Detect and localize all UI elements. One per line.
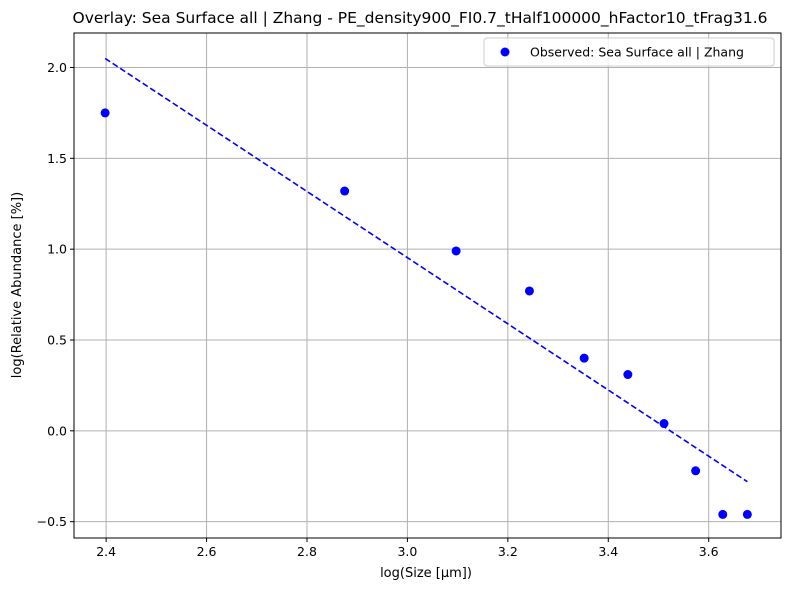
- x-tick-label: 2.4: [96, 544, 116, 559]
- x-tick-label: 3.2: [498, 544, 518, 559]
- observed-point: [100, 108, 110, 118]
- x-tick-label: 3.6: [699, 544, 719, 559]
- x-axis-label: log(Size [μm]): [380, 566, 472, 581]
- chart-title: Overlay: Sea Surface all | Zhang - PE_de…: [73, 9, 768, 28]
- legend-label: Observed: Sea Surface all | Zhang: [530, 45, 744, 60]
- y-tick-label: 0.5: [47, 332, 67, 347]
- legend-box: [483, 37, 775, 67]
- y-axis-label: log(Relative Abundance [%]): [10, 192, 25, 378]
- y-tick-label: −0.5: [37, 514, 67, 529]
- y-tick-label: 0.0: [47, 423, 67, 438]
- observed-point: [623, 370, 633, 380]
- observed-point: [742, 509, 752, 519]
- observed-point: [659, 419, 669, 429]
- observed-point: [691, 466, 701, 476]
- observed-point: [524, 286, 534, 296]
- observed-point: [340, 186, 350, 196]
- y-tick-label: 1.5: [47, 151, 67, 166]
- y-axis-ticks: −0.5 0.0 0.5 1.0 1.5 2.0: [37, 60, 74, 529]
- observed-point: [579, 353, 589, 363]
- x-axis-ticks: 2.4 2.6 2.8 3.0 3.2 3.4 3.6: [96, 538, 719, 559]
- observed-point: [451, 246, 461, 256]
- y-tick-label: 1.0: [47, 242, 67, 257]
- legend: Observed: Sea Surface all | Zhang: [483, 37, 775, 67]
- legend-marker: [500, 47, 510, 57]
- x-tick-label: 2.8: [297, 544, 317, 559]
- x-tick-label: 3.0: [397, 544, 417, 559]
- x-tick-label: 2.6: [197, 544, 217, 559]
- fit-line: [104, 57, 748, 483]
- plot-frame: [73, 32, 782, 539]
- y-tick-label: 2.0: [47, 60, 67, 75]
- x-tick-label: 3.4: [598, 544, 618, 559]
- observed-points-layer: [100, 108, 752, 519]
- grid-lines: [74, 33, 781, 538]
- observed-point: [718, 509, 728, 519]
- fit-line-layer: [104, 57, 748, 483]
